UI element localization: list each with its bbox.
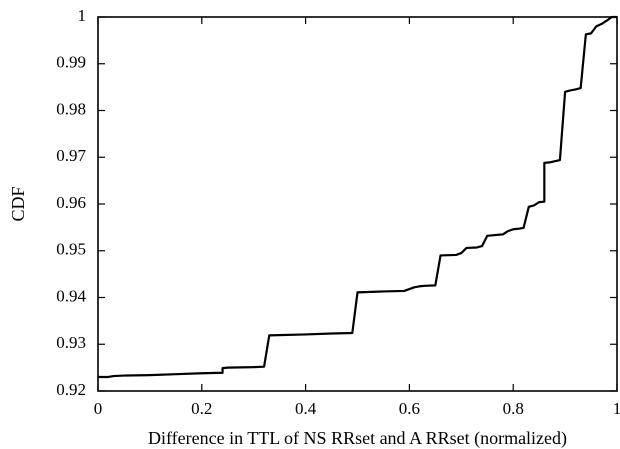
y-tick-label: 0.95 <box>56 240 86 259</box>
x-tick-label: 0.2 <box>191 399 212 418</box>
y-tick-label: 0.94 <box>56 286 86 305</box>
y-tick-label: 0.97 <box>56 146 86 165</box>
x-tick-label: 0.6 <box>399 399 420 418</box>
y-tick-label: 0.99 <box>56 53 86 72</box>
y-tick-label: 0.93 <box>56 333 86 352</box>
y-tick-label: 1 <box>78 6 87 25</box>
cdf-series-line <box>98 17 617 377</box>
y-tick-label: 0.98 <box>56 99 86 118</box>
ticks-layer <box>98 17 617 391</box>
x-tick-label: 0.4 <box>295 399 317 418</box>
y-axis-label: CDF <box>8 186 28 221</box>
x-tick-label: 0 <box>94 399 103 418</box>
plot-frame <box>98 17 617 391</box>
x-tick-label: 1 <box>613 399 620 418</box>
y-tick-label: 0.96 <box>56 193 86 212</box>
series-layer <box>98 17 617 377</box>
x-tick-label: 0.8 <box>503 399 524 418</box>
x-axis-label: Difference in TTL of NS RRset and A RRse… <box>148 428 567 449</box>
y-tick-label: 0.92 <box>56 380 86 399</box>
tick-labels-layer: 0 0.2 0.4 0.6 0.8 1 0.92 0.93 0.94 0.95 0.96 0.97 0.… <box>56 6 620 418</box>
